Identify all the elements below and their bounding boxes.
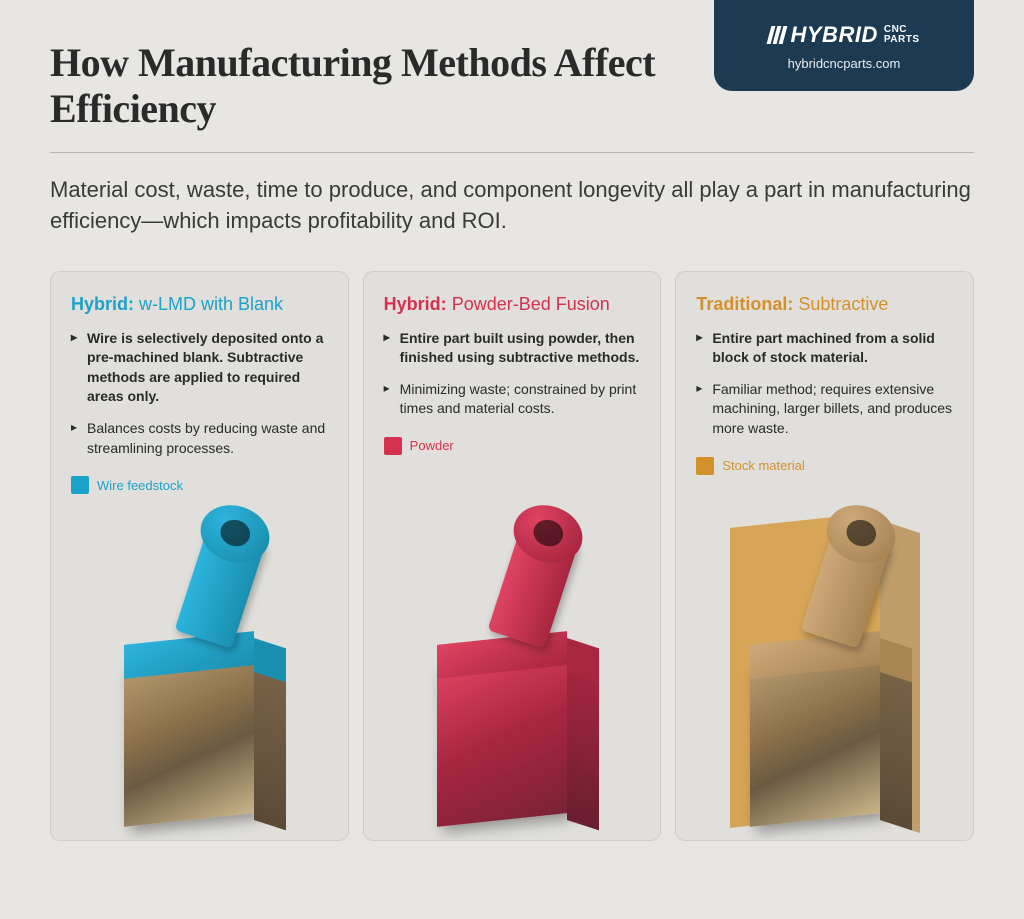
bullet-item: Entire part built using powder, then fin… (384, 329, 641, 368)
brand-url: hybridcncparts.com (742, 56, 946, 71)
bullet-item: Familiar method; requires extensive mach… (696, 380, 953, 439)
bullet-item: Wire is selectively deposited onto a pre… (71, 329, 328, 407)
bullet-item: Entire part machined from a solid block … (696, 329, 953, 368)
brand-name-main: HYBRID (791, 22, 878, 48)
card-title-suffix: Powder-Bed Fusion (452, 294, 610, 314)
part-base (124, 653, 254, 827)
card-title-prefix: Traditional: (696, 294, 793, 314)
part-base-side (254, 660, 286, 830)
card-title-suffix: w-LMD with Blank (139, 294, 283, 314)
legend-swatch (384, 437, 402, 455)
legend: Wire feedstock (71, 476, 328, 494)
brand-badge: HYBRID CNC PARTS hybridcncparts.com (714, 0, 974, 91)
part-visual (384, 465, 641, 840)
card-title-prefix: Hybrid: (384, 294, 447, 314)
legend-label: Stock material (722, 458, 804, 473)
brand-logo: HYBRID CNC PARTS (742, 22, 946, 48)
card-title: Traditional: Subtractive (696, 294, 953, 315)
bullet-item: Balances costs by reducing waste and str… (71, 419, 328, 458)
card-bullets: Entire part machined from a solid block … (696, 329, 953, 451)
page-title: How Manufacturing Methods Affect Efficie… (50, 40, 714, 132)
part-base (437, 653, 567, 827)
header: How Manufacturing Methods Affect Efficie… (0, 0, 1024, 132)
legend-swatch (71, 476, 89, 494)
method-card: Hybrid: Powder-Bed Fusion Entire part bu… (363, 271, 662, 841)
logo-stripes-icon (766, 26, 787, 44)
part-illustration (730, 510, 920, 820)
part-base-side (880, 660, 912, 830)
cards-row: Hybrid: w-LMD with Blank Wire is selecti… (50, 271, 974, 841)
part-visual (71, 504, 328, 839)
method-card: Hybrid: w-LMD with Blank Wire is selecti… (50, 271, 349, 841)
part-visual (696, 485, 953, 840)
card-title-suffix: Subtractive (798, 294, 888, 314)
legend: Powder (384, 437, 641, 455)
legend: Stock material (696, 457, 953, 475)
part-base (750, 653, 880, 827)
part-base-side (567, 660, 599, 830)
card-bullets: Entire part built using powder, then fin… (384, 329, 641, 431)
brand-name-sub: CNC PARTS (884, 25, 920, 45)
bullet-item: Minimizing waste; constrained by print t… (384, 380, 641, 419)
part-illustration (417, 510, 607, 820)
legend-swatch (696, 457, 714, 475)
card-title: Hybrid: Powder-Bed Fusion (384, 294, 641, 315)
card-bullets: Wire is selectively deposited onto a pre… (71, 329, 328, 471)
legend-label: Powder (410, 438, 454, 453)
part-illustration (104, 510, 294, 820)
card-title: Hybrid: w-LMD with Blank (71, 294, 328, 315)
legend-label: Wire feedstock (97, 478, 183, 493)
divider (50, 152, 974, 153)
card-title-prefix: Hybrid: (71, 294, 134, 314)
method-card: Traditional: Subtractive Entire part mac… (675, 271, 974, 841)
intro-text: Material cost, waste, time to produce, a… (50, 175, 974, 237)
